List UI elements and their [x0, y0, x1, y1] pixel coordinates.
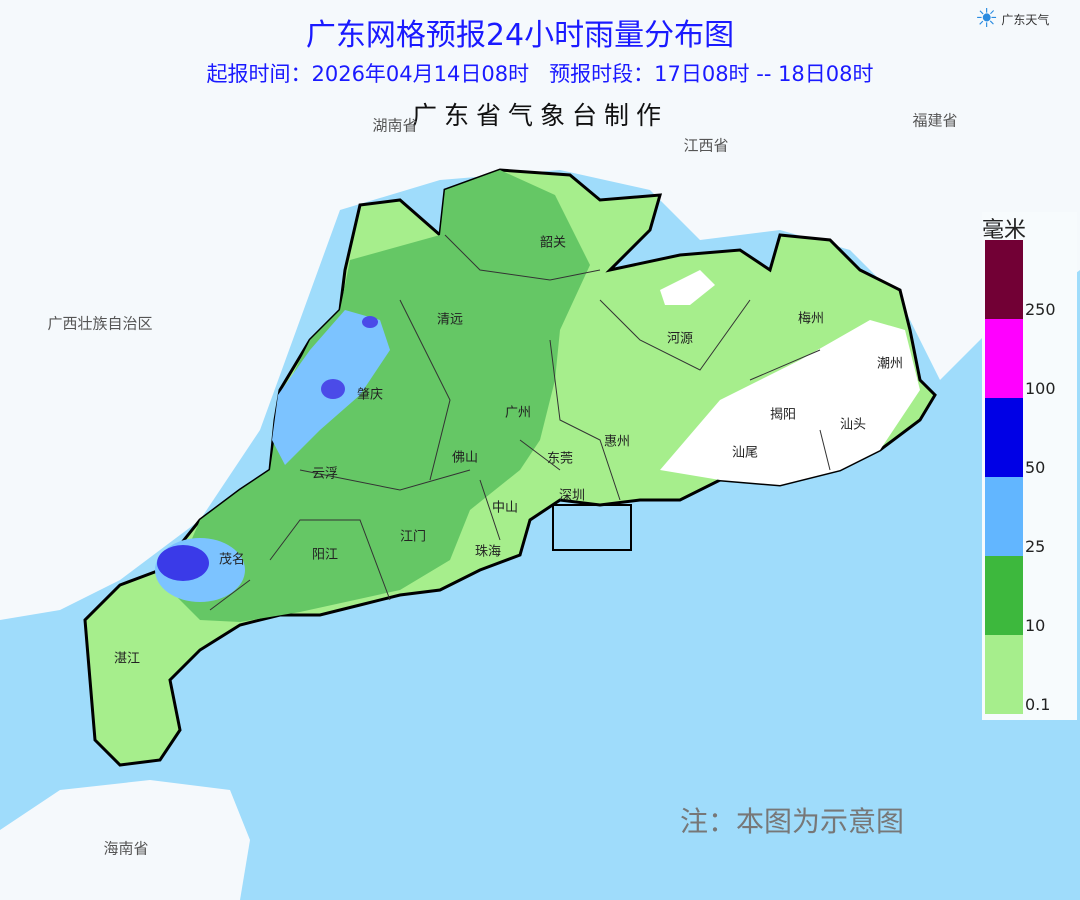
legend-swatch	[985, 556, 1023, 635]
logo-text: 广东天气	[1001, 12, 1050, 27]
city-label: 韶关	[539, 235, 567, 251]
city-label: 佛山	[451, 450, 479, 466]
city-label: 湛江	[113, 651, 141, 667]
province-label: 海南省	[103, 839, 149, 858]
no-rain-heyuan	[660, 270, 715, 305]
province-label: 福建省	[912, 111, 958, 130]
surrounding-land	[0, 0, 1080, 620]
logo: ☀ 广东天气	[975, 4, 1049, 34]
legend-swatch	[985, 635, 1023, 714]
legend-swatch	[985, 240, 1023, 319]
legend-swatch	[985, 477, 1023, 556]
legend-tick: 250	[1025, 300, 1056, 319]
city-label: 茂名	[218, 552, 246, 568]
city-label: 江门	[399, 529, 427, 545]
legend-tick: 100	[1025, 379, 1056, 398]
legend-tick: 50	[1025, 458, 1046, 477]
rain-50-100-zhaoqing	[321, 379, 345, 399]
rain-50-100	[157, 545, 209, 581]
city-label: 阳江	[311, 547, 339, 563]
legend-unit: 毫米	[982, 218, 1027, 243]
legend-swatch	[985, 398, 1023, 477]
city-label: 肇庆	[356, 387, 384, 403]
province-label: 江西省	[683, 136, 729, 155]
province-label: 湖南省	[372, 116, 418, 135]
city-label: 珠海	[474, 544, 502, 560]
no-rain-east	[660, 320, 920, 485]
city-label: 广州	[504, 405, 532, 421]
city-label: 清远	[436, 312, 464, 328]
hainan	[0, 780, 250, 900]
city-label: 深圳	[558, 488, 586, 504]
color-legend: 毫米 250 100 50 25 10 0.1	[982, 212, 1077, 720]
city-borders	[209, 234, 831, 611]
sun-cloud-icon: ☀	[975, 4, 999, 34]
city-label: 汕头	[839, 417, 867, 433]
legend-swatch	[985, 319, 1023, 398]
city-label: 河源	[666, 331, 694, 347]
city-label: 潮州	[876, 356, 904, 372]
forecast-time: 起报时间：2026年04月14日08时 预报时段：17日08时 -- 18日08…	[206, 62, 874, 86]
city-label: 汕尾	[731, 445, 759, 461]
city-label: 揭阳	[769, 407, 797, 423]
city-label: 惠州	[603, 434, 631, 450]
producer: 广东省气象台制作	[411, 101, 668, 130]
map-title: 广东网格预报24小时雨量分布图	[305, 18, 735, 53]
hongkong-box	[552, 504, 632, 551]
province-label: 广西壮族自治区	[47, 314, 153, 333]
city-label: 中山	[491, 500, 519, 516]
city-label: 云浮	[311, 466, 339, 482]
legend-tick: 0.1	[1025, 695, 1051, 714]
rain-10-25	[170, 170, 590, 622]
disclaimer-note: 注：本图为示意图	[680, 805, 905, 838]
city-label: 东莞	[546, 451, 574, 467]
legend-tick: 10	[1025, 616, 1046, 635]
legend-tick: 25	[1025, 537, 1046, 556]
rain-50-100-qingyuan	[362, 316, 378, 328]
city-label: 梅州	[797, 311, 825, 327]
